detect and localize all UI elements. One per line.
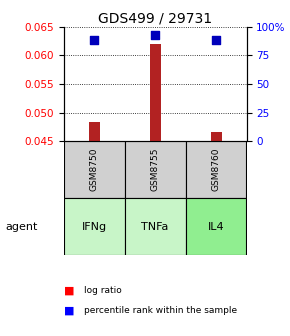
Bar: [64, 198, 125, 255]
Text: GDS499 / 29731: GDS499 / 29731: [98, 11, 212, 26]
Text: ■: ■: [64, 306, 74, 316]
Bar: [125, 141, 186, 198]
Point: [214, 37, 218, 43]
Text: GSM8750: GSM8750: [90, 148, 99, 192]
Bar: [150, 44, 161, 141]
Text: log ratio: log ratio: [84, 286, 122, 295]
Bar: [211, 132, 222, 141]
Bar: [64, 141, 125, 198]
Bar: [186, 141, 246, 198]
Point: [92, 37, 97, 43]
Point: [153, 33, 157, 38]
Text: agent: agent: [6, 222, 38, 232]
Text: IL4: IL4: [208, 222, 224, 232]
Text: GSM8755: GSM8755: [151, 148, 160, 192]
Bar: [125, 198, 186, 255]
Bar: [89, 122, 100, 141]
Bar: [186, 198, 246, 255]
Text: percentile rank within the sample: percentile rank within the sample: [84, 306, 237, 315]
Text: TNFa: TNFa: [142, 222, 169, 232]
Text: GSM8760: GSM8760: [211, 148, 221, 192]
Text: IFNg: IFNg: [82, 222, 107, 232]
Text: ■: ■: [64, 286, 74, 296]
